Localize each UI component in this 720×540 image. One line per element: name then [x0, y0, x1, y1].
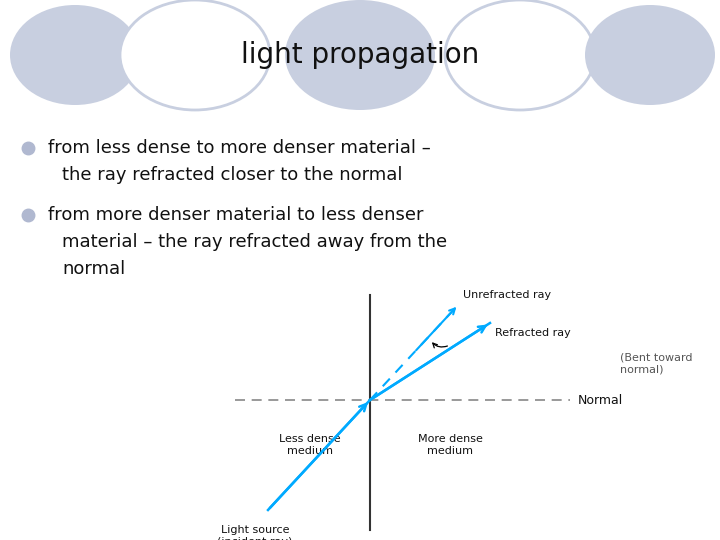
Text: (Bent toward
normal): (Bent toward normal) — [620, 353, 693, 375]
Text: Normal: Normal — [578, 394, 624, 407]
Text: from less dense to more denser material –: from less dense to more denser material … — [48, 139, 431, 157]
Text: normal: normal — [62, 260, 125, 278]
Text: material – the ray refracted away from the: material – the ray refracted away from t… — [62, 233, 447, 251]
Ellipse shape — [585, 5, 715, 105]
Text: from more denser material to less denser: from more denser material to less denser — [48, 206, 423, 224]
Text: Refracted ray: Refracted ray — [495, 328, 571, 338]
Ellipse shape — [120, 0, 270, 110]
Text: More dense
medium: More dense medium — [418, 434, 482, 456]
Text: light propagation: light propagation — [241, 41, 479, 69]
Text: the ray refracted closer to the normal: the ray refracted closer to the normal — [62, 166, 402, 184]
Text: Light source
(incident ray): Light source (incident ray) — [217, 525, 293, 540]
Ellipse shape — [285, 0, 435, 110]
Text: Unrefracted ray: Unrefracted ray — [464, 289, 552, 300]
Ellipse shape — [445, 0, 595, 110]
Ellipse shape — [10, 5, 140, 105]
Text: Less dense
medium: Less dense medium — [279, 434, 341, 456]
